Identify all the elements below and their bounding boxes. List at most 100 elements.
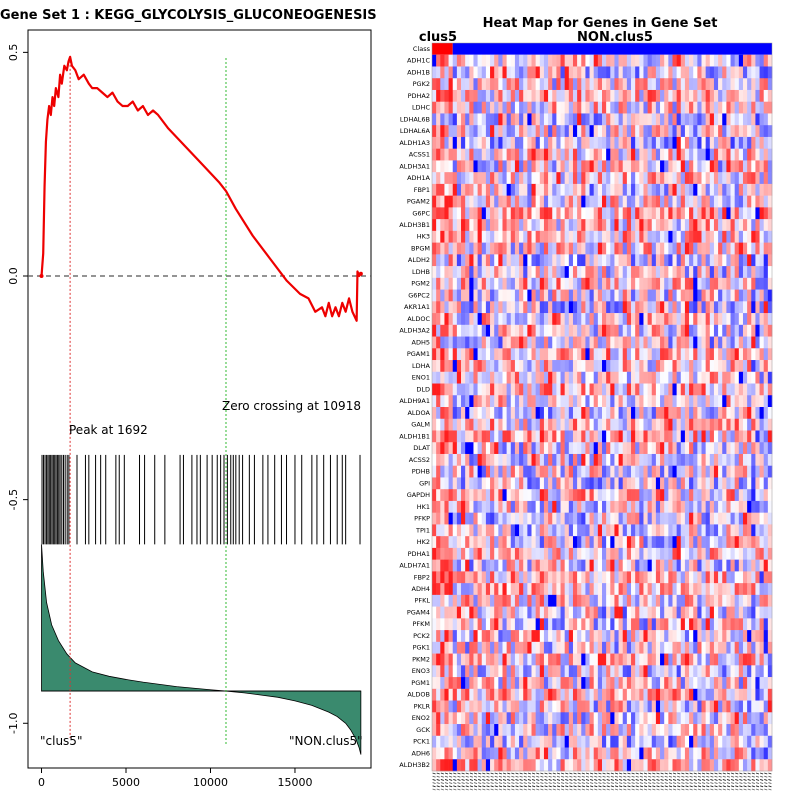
heatmap-cell bbox=[751, 101, 756, 114]
heatmap-cell bbox=[614, 536, 619, 549]
heatmap-cell bbox=[655, 66, 661, 79]
class-strip-non-clus5 bbox=[452, 43, 772, 55]
heatmap-cell bbox=[602, 430, 607, 443]
heatmap-cell bbox=[597, 630, 603, 643]
heatmap-cell bbox=[622, 383, 628, 396]
heatmap-cell bbox=[672, 219, 677, 232]
heatmap-cell bbox=[572, 700, 578, 713]
heatmap-cell bbox=[643, 66, 648, 79]
heatmap-cell bbox=[763, 724, 769, 737]
heatmap-cell bbox=[490, 277, 495, 290]
heatmap-cell bbox=[726, 254, 731, 267]
heatmap-cell bbox=[444, 371, 449, 384]
heatmap-cell bbox=[747, 207, 752, 220]
heatmap-cell bbox=[738, 195, 744, 208]
heatmap-cell bbox=[456, 407, 462, 420]
heatmap-cell bbox=[680, 78, 686, 91]
heatmap-cell bbox=[618, 207, 624, 220]
heatmap-cell bbox=[767, 688, 773, 701]
heatmap-cell bbox=[626, 618, 632, 631]
heatmap-cell bbox=[602, 453, 607, 467]
heatmap-cell bbox=[722, 289, 727, 302]
heatmap-cell bbox=[502, 453, 507, 467]
heatmap-cell bbox=[734, 583, 740, 596]
heatmap-cell bbox=[734, 536, 740, 549]
heatmap-cell bbox=[572, 89, 578, 103]
heatmap-cell bbox=[527, 383, 532, 396]
heatmap-cell bbox=[759, 583, 765, 596]
heatmap-cell bbox=[564, 630, 570, 643]
heatmap-cell bbox=[498, 524, 503, 537]
heatmap-cell bbox=[763, 371, 769, 384]
heatmap-cell bbox=[498, 430, 503, 443]
heatmap-cell bbox=[705, 395, 711, 408]
heatmap-cell bbox=[481, 688, 487, 701]
heatmap-cell bbox=[759, 559, 765, 572]
heatmap-cell bbox=[705, 89, 711, 103]
heatmap-cell bbox=[763, 136, 769, 149]
heatmap-cell bbox=[514, 489, 520, 502]
heatmap-cell bbox=[535, 453, 541, 467]
heatmap-cell bbox=[639, 430, 644, 443]
heatmap-cell bbox=[531, 301, 536, 314]
heatmap-cell bbox=[548, 712, 553, 725]
heatmap-cell bbox=[635, 324, 640, 337]
heatmap-cell bbox=[635, 172, 640, 185]
heatmap-cell bbox=[589, 500, 595, 513]
heatmap-cell bbox=[614, 700, 619, 713]
heatmap-cell bbox=[606, 219, 611, 232]
heatmap-cell bbox=[606, 559, 611, 572]
heatmap-cell bbox=[689, 195, 694, 208]
heatmap-cell bbox=[572, 78, 578, 91]
heatmap-cell bbox=[543, 336, 549, 349]
heatmap-cell bbox=[514, 500, 520, 513]
heatmap-cell bbox=[738, 594, 744, 607]
heatmap-cell bbox=[469, 324, 474, 337]
heatmap-cell bbox=[452, 465, 458, 478]
heatmap-cell bbox=[572, 301, 578, 314]
heatmap-cell bbox=[742, 383, 748, 396]
heatmap-cell bbox=[751, 136, 756, 149]
heatmap-cell bbox=[697, 289, 702, 302]
heatmap-cell bbox=[494, 313, 499, 326]
heatmap-cell bbox=[738, 383, 744, 396]
heatmap-cell bbox=[676, 313, 682, 326]
heatmap-cell bbox=[535, 547, 541, 560]
heatmap-cell bbox=[481, 360, 487, 373]
heatmap-cell bbox=[747, 78, 752, 91]
heatmap-cell bbox=[755, 348, 760, 361]
heatmap-cell bbox=[510, 665, 516, 678]
heatmap-cell bbox=[622, 571, 628, 584]
heatmap-cell bbox=[469, 348, 474, 361]
heatmap-cell bbox=[693, 371, 698, 384]
heatmap-cell bbox=[647, 78, 653, 91]
heatmap-cell bbox=[631, 489, 636, 502]
heatmap-cell bbox=[510, 324, 516, 337]
heatmap-cell bbox=[759, 442, 765, 455]
heatmap-cell bbox=[738, 442, 744, 455]
heatmap-cell bbox=[676, 54, 682, 67]
heatmap-cell bbox=[713, 172, 719, 185]
heatmap-cell bbox=[635, 583, 640, 596]
heatmap-cell bbox=[519, 383, 524, 396]
heatmap-cell bbox=[606, 183, 611, 196]
heatmap-cell bbox=[539, 89, 545, 103]
heatmap-cell bbox=[622, 336, 628, 349]
heatmap-cell bbox=[606, 418, 611, 431]
heatmap-cell bbox=[469, 313, 474, 326]
heatmap-cell bbox=[568, 230, 574, 243]
heatmap-cell bbox=[635, 606, 640, 619]
heatmap-cell bbox=[485, 254, 491, 267]
heatmap-cell bbox=[552, 160, 557, 173]
heatmap-cell bbox=[581, 395, 586, 408]
heatmap-cell bbox=[626, 630, 632, 643]
heatmap-cell bbox=[651, 571, 657, 584]
heatmap-cell bbox=[701, 700, 706, 713]
heatmap-cell bbox=[560, 113, 565, 126]
heatmap-cell bbox=[556, 712, 561, 725]
heatmap-cell bbox=[693, 512, 698, 525]
heatmap-cell bbox=[742, 113, 748, 126]
heatmap-cell bbox=[738, 54, 744, 67]
heatmap-cell bbox=[498, 301, 503, 314]
heatmap-cell bbox=[759, 512, 765, 525]
